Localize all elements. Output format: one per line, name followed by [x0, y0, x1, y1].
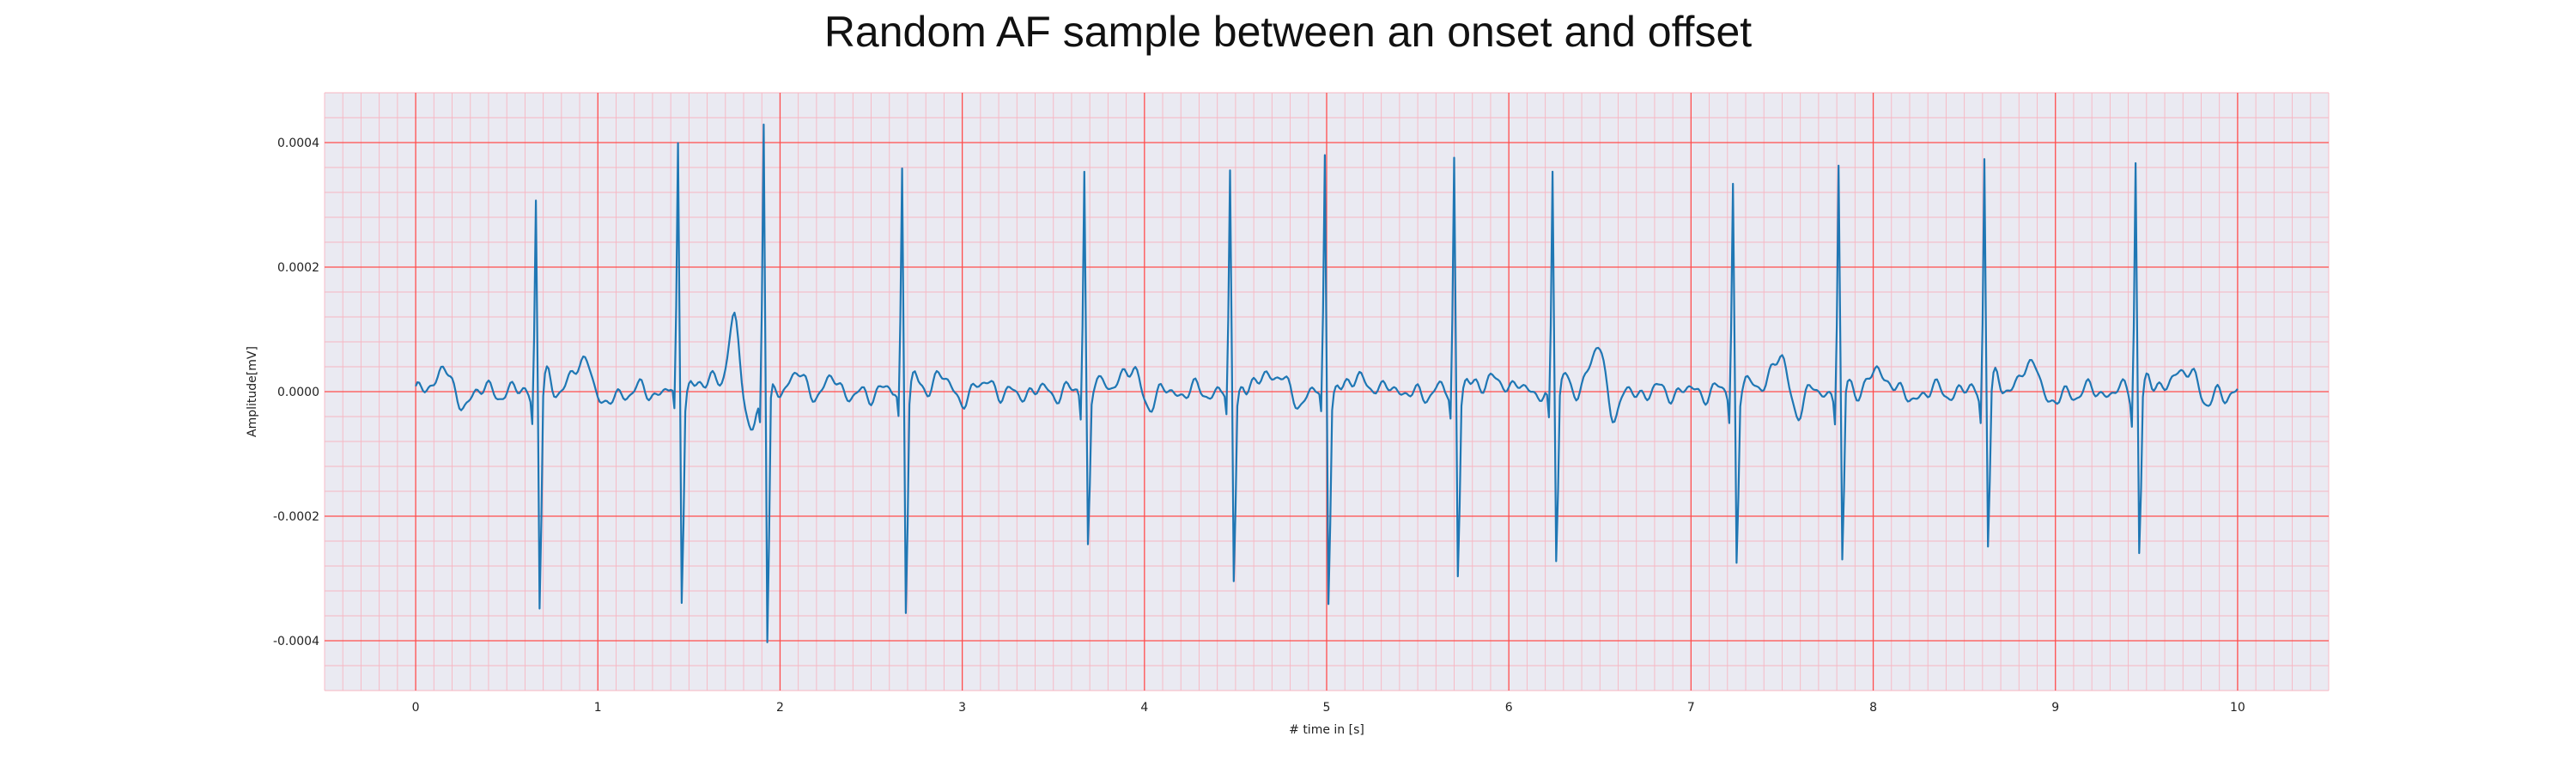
- y-tick-label: 0.0002: [277, 261, 319, 275]
- x-tick-label: 5: [1323, 701, 1331, 715]
- x-axis-label: # time in [s]: [1289, 723, 1364, 737]
- x-tick-label: 10: [2230, 701, 2245, 715]
- x-tick-label: 4: [1140, 701, 1148, 715]
- y-tick-label: -0.0002: [273, 510, 319, 524]
- series-line: [415, 123, 2239, 643]
- y-tick-label: 0.0004: [277, 137, 319, 150]
- x-tick-label: 1: [594, 701, 602, 715]
- x-tick-label: 0: [412, 701, 420, 715]
- x-tick-label: 3: [958, 701, 966, 715]
- y-axis-label: Amplitude[mV]: [246, 346, 259, 437]
- x-tick-labels: 0 1 2 3 4 5 6 7 8 9 10: [412, 701, 2245, 715]
- x-tick-label: 7: [1687, 701, 1695, 715]
- x-tick-label: 9: [2051, 701, 2059, 715]
- x-tick-label: 6: [1505, 701, 1513, 715]
- chart-title: Random AF sample between an onset and of…: [823, 8, 1753, 56]
- x-tick-label: 8: [1869, 701, 1877, 715]
- x-tick-label: 2: [776, 701, 784, 715]
- y-tick-label: -0.0004: [273, 635, 319, 648]
- y-tick-labels: -0.0004 -0.0002 0.0000 0.0002 0.0004: [273, 137, 319, 648]
- y-tick-label: 0.0000: [277, 386, 319, 399]
